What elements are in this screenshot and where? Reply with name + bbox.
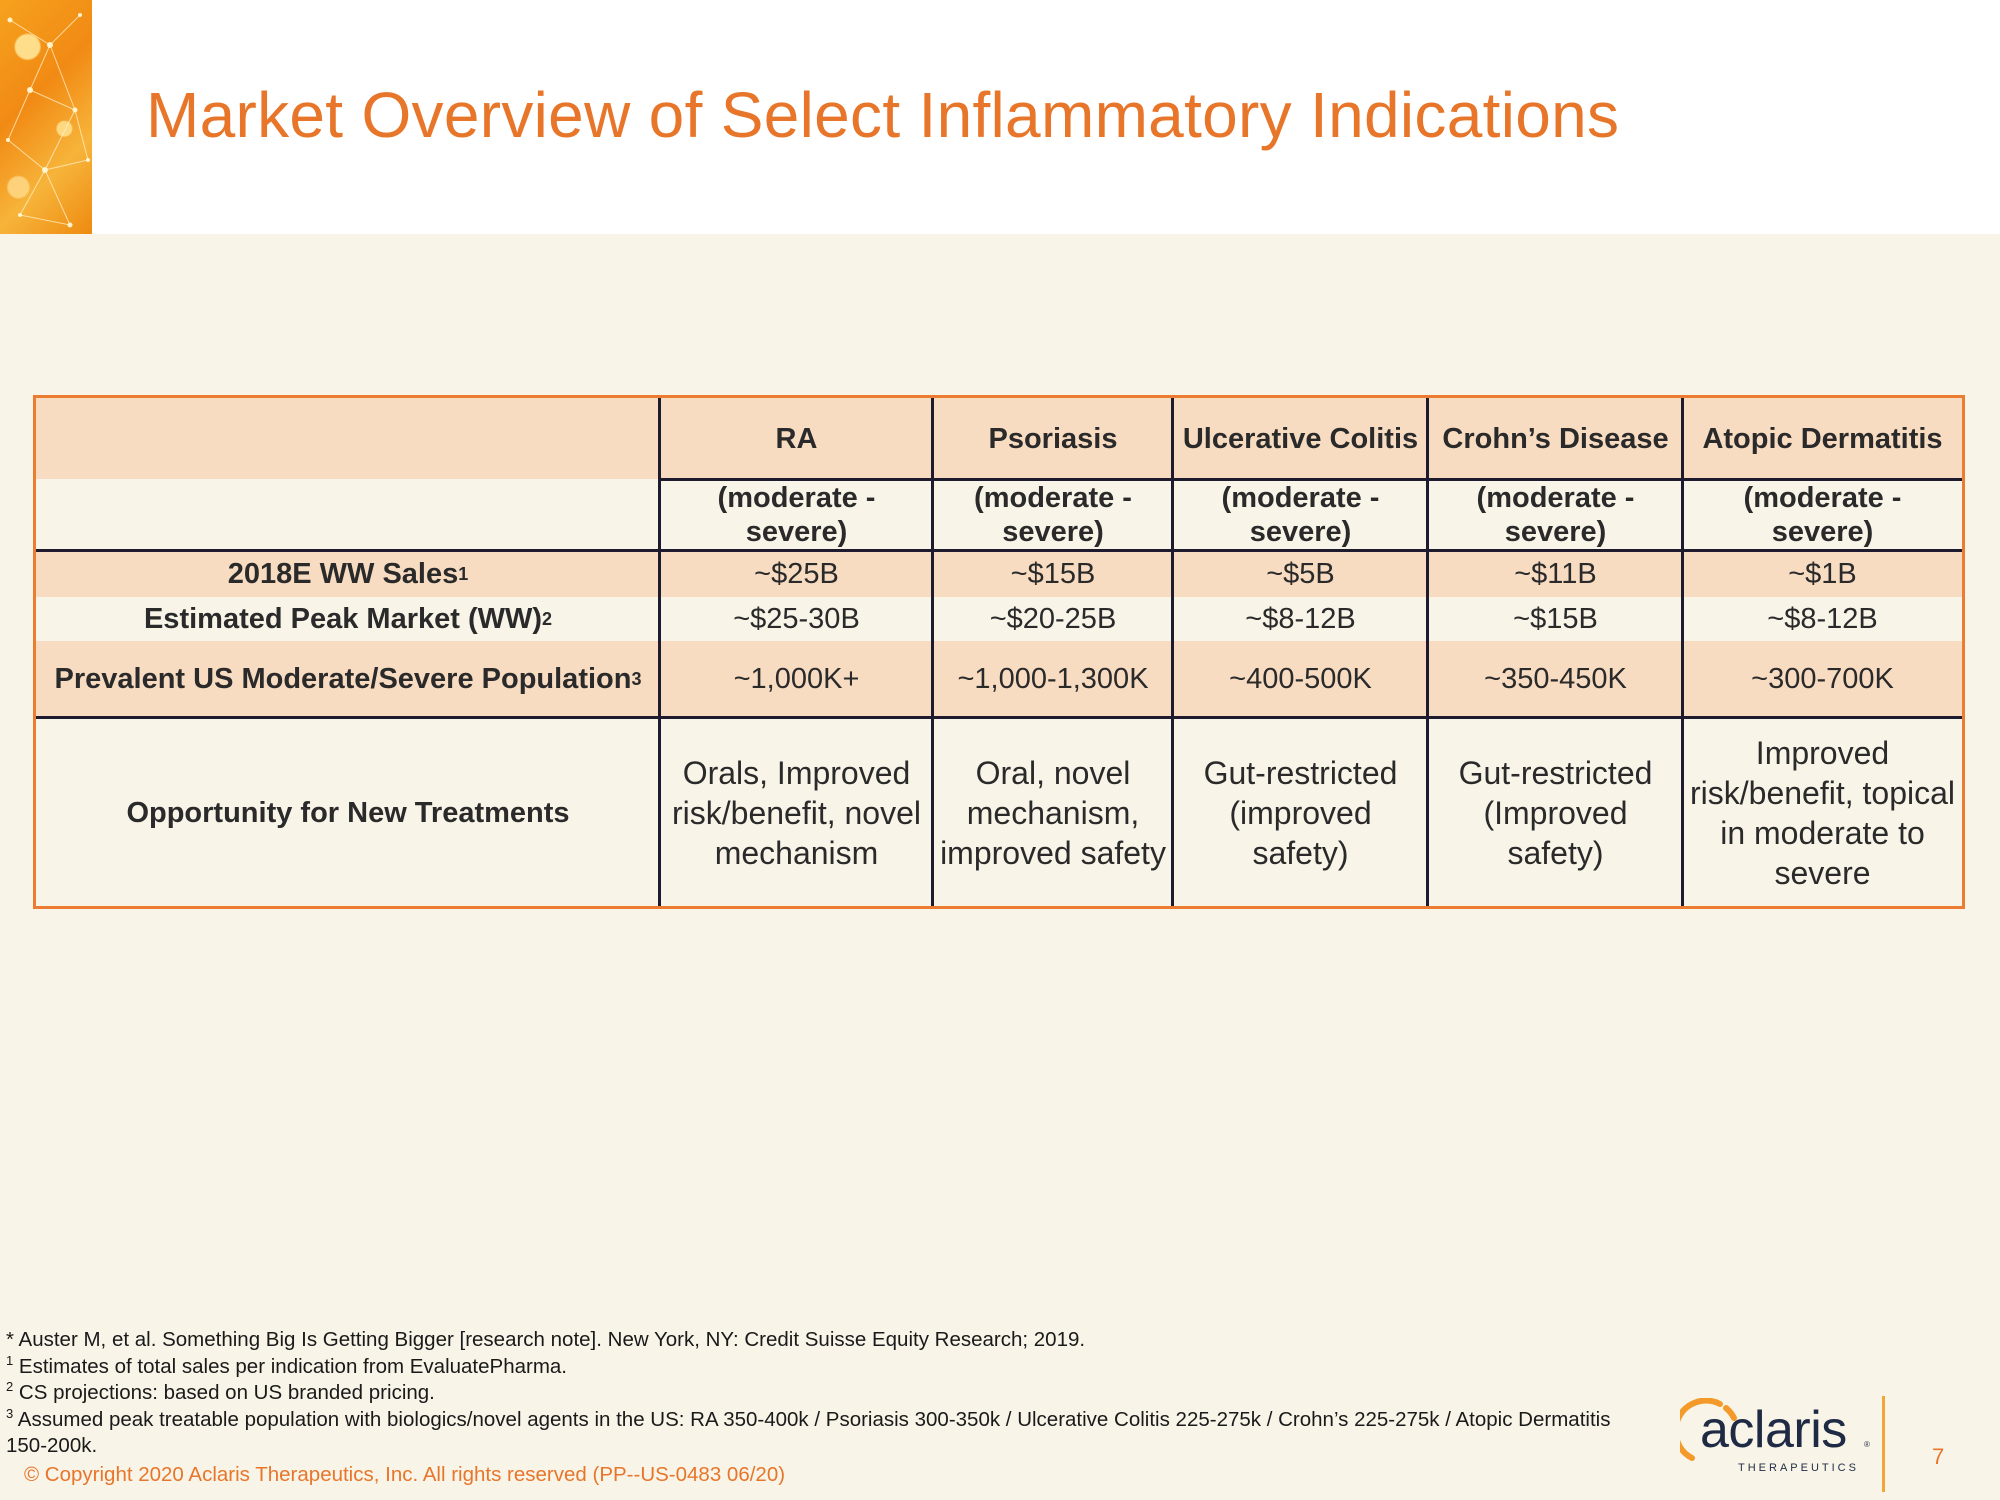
- value-cell: Gut-restricted (Improved safety): [1458, 754, 1653, 871]
- column-header-psoriasis: Psoriasis: [988, 422, 1118, 455]
- row-label: Prevalent US Moderate/Severe Population 3: [54, 662, 642, 695]
- column-header-crohns-disease: Crohn’s Disease: [1442, 422, 1669, 455]
- table-row: 2018E WW Sales 1 ~$25B ~$15B ~$5B ~$11B ~…: [36, 551, 1962, 597]
- row-divider: [660, 478, 1962, 481]
- page-title: Market Overview of Select Inflammatory I…: [146, 79, 1620, 151]
- value-cell: ~400-500K: [1229, 662, 1372, 695]
- value-cell: ~$20-25B: [989, 603, 1117, 635]
- copyright-notice: © Copyright 2020 Aclaris Therapeutics, I…: [24, 1463, 786, 1486]
- value-cell: ~$8-12B: [1245, 603, 1356, 635]
- value-cell: ~$8-12B: [1767, 603, 1878, 635]
- value-cell: ~$5B: [1266, 558, 1335, 590]
- column-divider: [931, 398, 934, 906]
- table-row: Prevalent US Moderate/Severe Population 3…: [36, 641, 1962, 716]
- row-label: 2018E WW Sales 1: [227, 558, 469, 590]
- severity-row: (moderate - severe) (moderate - severe) …: [36, 479, 1962, 551]
- severity-crohns-disease: (moderate - severe): [1476, 482, 1635, 548]
- footer-divider: [1882, 1396, 1885, 1492]
- header-row: RA Psoriasis Ulcerative Colitis Crohn’s …: [36, 398, 1962, 479]
- severity-ra: (moderate - severe): [717, 482, 876, 548]
- aclaris-logo: aclaris ® THERAPEUTICS: [1680, 1392, 1880, 1482]
- table-row: Estimated Peak Market (WW) 2 ~$25-30B ~$2…: [36, 597, 1962, 641]
- page-number: 7: [1932, 1444, 1945, 1469]
- value-cell: ~$11B: [1514, 558, 1597, 590]
- row-label: Estimated Peak Market (WW) 2: [143, 603, 553, 635]
- value-cell: ~$1B: [1788, 558, 1857, 590]
- footnotes: * Auster M, et al. Something Big Is Gett…: [6, 1327, 1626, 1460]
- value-cell: ~$15B: [1010, 558, 1096, 590]
- footnote-3: 3 Assumed peak treatable population with…: [6, 1405, 1611, 1457]
- logo-arc-icon: [1680, 1398, 1737, 1461]
- column-header-ulcerative-colitis: Ulcerative Colitis: [1182, 422, 1419, 455]
- decorative-network-art: [0, 0, 92, 234]
- severity-ulcerative-colitis: (moderate - severe): [1221, 482, 1380, 548]
- row-label: Opportunity for New Treatments: [126, 796, 570, 829]
- column-header-atopic-dermatitis: Atopic Dermatitis: [1702, 422, 1943, 455]
- row-divider: [36, 716, 1962, 719]
- logo-wordmark: aclaris: [1700, 1401, 1847, 1459]
- value-cell: Orals, Improved risk/benefit, novel mech…: [671, 754, 921, 871]
- value-cell: Oral, novel mechanism, improved safety: [940, 754, 1166, 871]
- column-divider: [658, 398, 661, 906]
- logo-trademark: ®: [1864, 1440, 1870, 1449]
- value-cell: ~350-450K: [1484, 662, 1627, 695]
- value-cell: ~1,000K+: [733, 662, 860, 695]
- footnote-reference: * Auster M, et al. Something Big Is Gett…: [6, 1328, 1086, 1351]
- column-divider: [1681, 398, 1684, 906]
- value-cell: Improved risk/benefit, topical in modera…: [1689, 734, 1955, 891]
- value-cell: ~$25-30B: [733, 603, 860, 635]
- value-cell: Gut-restricted (improved safety): [1203, 754, 1398, 871]
- row-divider: [36, 549, 1962, 552]
- slide-header: Market Overview of Select Inflammatory I…: [0, 0, 2000, 234]
- value-cell: ~$25B: [754, 558, 839, 590]
- severity-atopic-dermatitis: (moderate - severe): [1743, 482, 1902, 548]
- column-header-ra: RA: [775, 422, 818, 455]
- footnote-2: 2 CS projections: based on US branded pr…: [6, 1379, 435, 1404]
- value-cell: ~$15B: [1513, 603, 1598, 635]
- column-divider: [1171, 398, 1174, 906]
- logo-subtitle: THERAPEUTICS: [1738, 1462, 1859, 1474]
- value-cell: ~1,000-1,300K: [957, 662, 1149, 695]
- table-row: Opportunity for New Treatments Orals, Im…: [36, 719, 1962, 906]
- column-divider: [1426, 398, 1429, 906]
- value-cell: ~300-700K: [1751, 662, 1894, 695]
- footnote-1: 1 Estimates of total sales per indicatio…: [6, 1352, 567, 1378]
- severity-psoriasis: (moderate - severe): [974, 482, 1132, 548]
- market-overview-table: RA Psoriasis Ulcerative Colitis Crohn’s …: [33, 395, 1965, 909]
